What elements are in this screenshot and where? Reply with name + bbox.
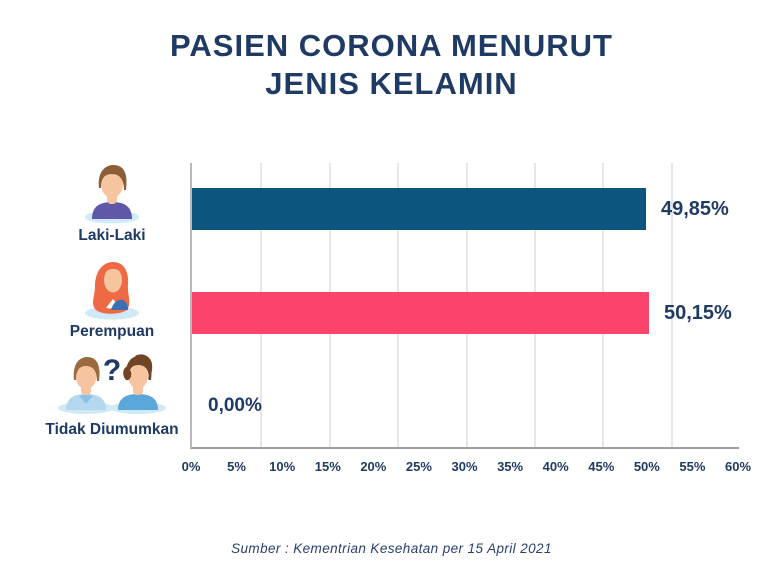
bar-perempuan bbox=[192, 292, 650, 334]
x-tick-label: 25% bbox=[405, 459, 432, 474]
x-tick-label: 10% bbox=[269, 459, 296, 474]
category-label-tidak-diumumkan: Tidak Diumumkan bbox=[45, 421, 179, 438]
category-perempuan: Perempuan bbox=[37, 258, 187, 341]
male-person-icon bbox=[85, 165, 139, 224]
page-title-line2: JENIS KELAMIN bbox=[265, 66, 518, 101]
page-title-line1: PASIEN CORONA MENURUT bbox=[170, 28, 613, 63]
x-tick-label: 0% bbox=[181, 459, 201, 474]
value-label-tidak-diumumkan: 0,00% bbox=[208, 395, 262, 416]
x-tick-label: 15% bbox=[314, 459, 341, 474]
category-tidak-diumumkan: ? Tidak Diumumkan bbox=[37, 350, 187, 439]
x-tick-label: 50% bbox=[633, 459, 660, 474]
unknown-gender-pair-icon: ? bbox=[58, 354, 166, 414]
x-tick-label: 35% bbox=[497, 459, 524, 474]
category-label-laki-laki: Laki-Laki bbox=[78, 227, 146, 244]
x-tick-label: 30% bbox=[451, 459, 478, 474]
category-laki-laki: Laki-Laki bbox=[37, 162, 187, 245]
plot-area: 49,85% 50,15% 0,00% bbox=[190, 163, 739, 449]
category-label-perempuan: Perempuan bbox=[69, 323, 155, 340]
page-title: PASIEN CORONA MENURUT JENIS KELAMIN bbox=[0, 27, 783, 103]
female-person-icon bbox=[85, 262, 139, 320]
x-tick-label: 40% bbox=[542, 459, 569, 474]
bar-laki-laki bbox=[192, 188, 647, 230]
value-label-laki-laki: 49,85% bbox=[661, 198, 729, 220]
x-axis-tick-row: 0% 5% 10% 15% 20% 25% 30% 35% 40% 45% 50% 55% 60% bbox=[182, 459, 751, 479]
svg-text:?: ? bbox=[103, 354, 121, 387]
x-tick-label: 20% bbox=[360, 459, 387, 474]
x-tick-label: 5% bbox=[227, 459, 246, 474]
x-tick-label: 55% bbox=[679, 459, 706, 474]
gridline bbox=[670, 163, 673, 447]
value-label-perempuan: 50,15% bbox=[664, 302, 732, 324]
x-tick-label: 60% bbox=[724, 459, 752, 474]
source-caption: Sumber : Kementrian Kesehatan per 15 Apr… bbox=[231, 541, 552, 556]
x-tick-label: 45% bbox=[588, 459, 615, 474]
